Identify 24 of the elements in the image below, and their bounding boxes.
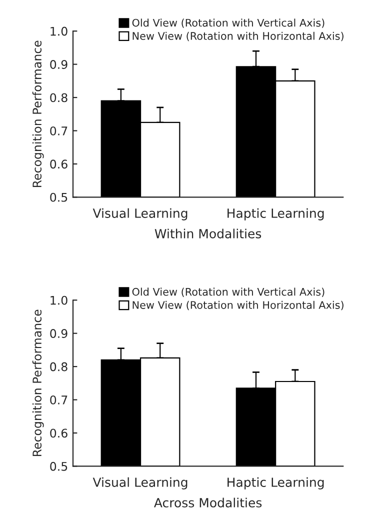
legend-label: Old View (Rotation with Vertical Axis) bbox=[132, 18, 324, 28]
y-tick-label: 0.6 bbox=[50, 160, 68, 169]
x-tick-label: Haptic Learning bbox=[228, 208, 324, 220]
y-tick-label: 0.6 bbox=[50, 428, 68, 438]
y-tick-label: 0.5 bbox=[50, 462, 68, 471]
y-tick-label: 0.8 bbox=[50, 362, 68, 372]
x-tick-label: Haptic Learning bbox=[228, 477, 324, 490]
y-axis-title: Recognition Performance bbox=[32, 310, 44, 456]
y-tick-label: 0.8 bbox=[50, 93, 68, 102]
x-tick-label: Visual Learning bbox=[92, 477, 188, 490]
y-tick-label: 0.9 bbox=[50, 329, 68, 338]
x-axis-title: Across Modalities bbox=[154, 498, 262, 508]
y-tick-label: 1.0 bbox=[50, 26, 68, 36]
y-tick-label: 1.0 bbox=[50, 296, 68, 305]
y-axis-title: Recognition Performance bbox=[32, 40, 44, 187]
legend-label: New View (Rotation with Horizontal Axis) bbox=[132, 300, 344, 310]
x-tick-label: Visual Learning bbox=[92, 208, 188, 220]
y-tick-label: 0.9 bbox=[50, 60, 68, 69]
y-tick-label: 0.7 bbox=[50, 395, 68, 404]
legend-label: New View (Rotation with Horizontal Axis) bbox=[132, 32, 344, 42]
y-tick-label: 0.5 bbox=[50, 192, 68, 202]
x-axis-title: Within Modalities bbox=[154, 228, 262, 238]
legend-label: Old View (Rotation with Vertical Axis) bbox=[132, 288, 324, 297]
y-tick-label: 0.7 bbox=[50, 126, 68, 136]
